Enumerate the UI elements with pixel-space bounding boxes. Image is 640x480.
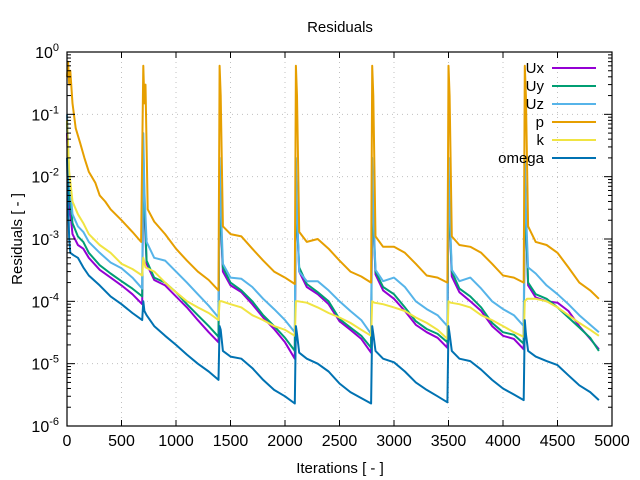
legend-label-omega: omega (498, 150, 545, 167)
x-tick-label: 1500 (213, 433, 249, 450)
series-lines (66, 60, 600, 405)
chart-title: Residuals (307, 19, 373, 36)
x-axis-title: Iterations [ - ] (296, 460, 384, 477)
x-tick-label: 3500 (431, 433, 467, 450)
y-axis-title: Residuals [ - ] (9, 193, 26, 285)
legend-label-p: p (536, 114, 544, 131)
x-tick-label: 4500 (540, 433, 576, 450)
series-line-uz (66, 114, 600, 335)
x-tick-label: 0 (63, 433, 72, 450)
y-tick-label: 10-1 (31, 104, 59, 124)
y-tick-label: 10-3 (31, 229, 59, 249)
series-line-p (66, 60, 600, 300)
legend-label-uz: Uz (526, 96, 544, 113)
x-tick-label: 4000 (485, 433, 521, 450)
x-tick-label: 2000 (267, 433, 303, 450)
y-tick-label: 100 (35, 42, 59, 62)
y-tick-label: 10-2 (31, 167, 59, 187)
x-tick-label: 1000 (158, 433, 194, 450)
y-tick-label: 10-4 (31, 291, 59, 311)
y-tick-label: 10-5 (31, 354, 59, 374)
series-line-omega (66, 157, 600, 405)
legend-label-ux: Ux (526, 60, 545, 77)
x-tick-label: 2500 (322, 433, 358, 450)
x-tick-labels: 0 500 1000 1500 2000 2500 3000 3500 4000 4500 5000 (63, 433, 630, 450)
x-tick-label: 3000 (376, 433, 412, 450)
series-line-k (66, 120, 600, 340)
y-tick-label: 10-6 (31, 416, 59, 436)
legend-label-uy: Uy (526, 78, 545, 95)
y-tick-labels: 10-6 10-5 10-4 10-3 10-2 10-1 100 (31, 42, 59, 436)
grid (67, 52, 612, 426)
legend-label-k: k (537, 132, 545, 149)
x-tick-label: 5000 (594, 433, 630, 450)
x-tick-label: 500 (108, 433, 135, 450)
axis-ticks (66, 51, 613, 427)
